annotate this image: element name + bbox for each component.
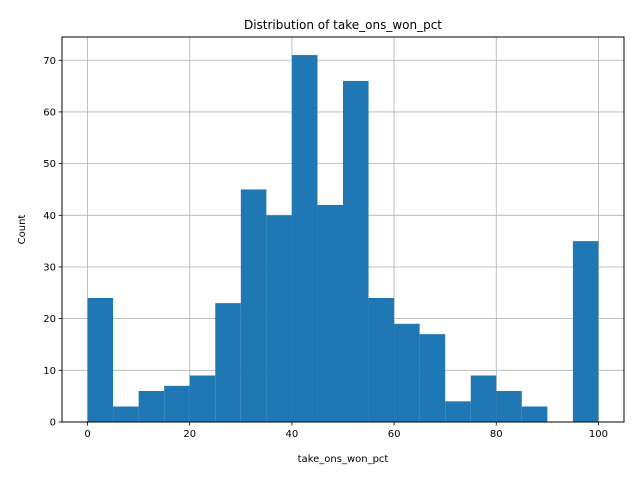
x-axis-label: take_ons_won_pct xyxy=(298,454,389,465)
bars xyxy=(87,55,599,422)
histogram-bar xyxy=(291,55,318,422)
y-tick-label: 30 xyxy=(43,262,56,273)
histogram-bar xyxy=(445,401,471,422)
x-tick-label: 0 xyxy=(84,429,90,440)
histogram-bar xyxy=(138,390,165,422)
y-tick-label: 40 xyxy=(43,211,56,222)
histogram-bar xyxy=(240,189,267,422)
y-tick-label: 10 xyxy=(43,366,56,377)
histogram-bar xyxy=(394,323,420,422)
histogram-bar xyxy=(113,406,139,422)
histogram-bar xyxy=(496,390,522,422)
histogram-bar xyxy=(368,297,395,422)
y-tick-label: 60 xyxy=(43,107,56,118)
histogram-bar xyxy=(189,375,216,422)
histogram-bar xyxy=(87,297,114,422)
chart-title: Distribution of take_ons_won_pct xyxy=(244,18,442,32)
x-axis-ticks: 0 20 40 60 80 100 xyxy=(84,422,608,440)
histogram-bar xyxy=(164,385,190,422)
x-tick-label: 20 xyxy=(183,429,196,440)
histogram-bar xyxy=(215,303,241,422)
x-tick-label: 60 xyxy=(388,429,401,440)
y-tick-label: 0 xyxy=(50,418,56,429)
histogram-bar xyxy=(317,204,343,422)
y-axis-label: Count xyxy=(17,215,28,245)
axes-frame xyxy=(61,36,625,423)
y-tick-label: 50 xyxy=(43,159,56,170)
histogram-bar xyxy=(521,406,548,422)
x-tick-label: 80 xyxy=(490,429,503,440)
x-tick-label: 40 xyxy=(286,429,299,440)
histogram-bar xyxy=(266,215,292,422)
histogram-bar xyxy=(470,375,497,422)
y-tick-label: 70 xyxy=(43,56,56,67)
axes xyxy=(61,36,625,423)
y-axis-ticks: 0 10 20 30 40 50 60 70 xyxy=(43,56,62,429)
x-tick-label: 100 xyxy=(589,429,608,440)
y-tick-label: 20 xyxy=(43,314,56,325)
histogram-bar xyxy=(343,80,369,422)
histogram-bar xyxy=(419,334,446,422)
histogram-bar xyxy=(572,241,599,422)
